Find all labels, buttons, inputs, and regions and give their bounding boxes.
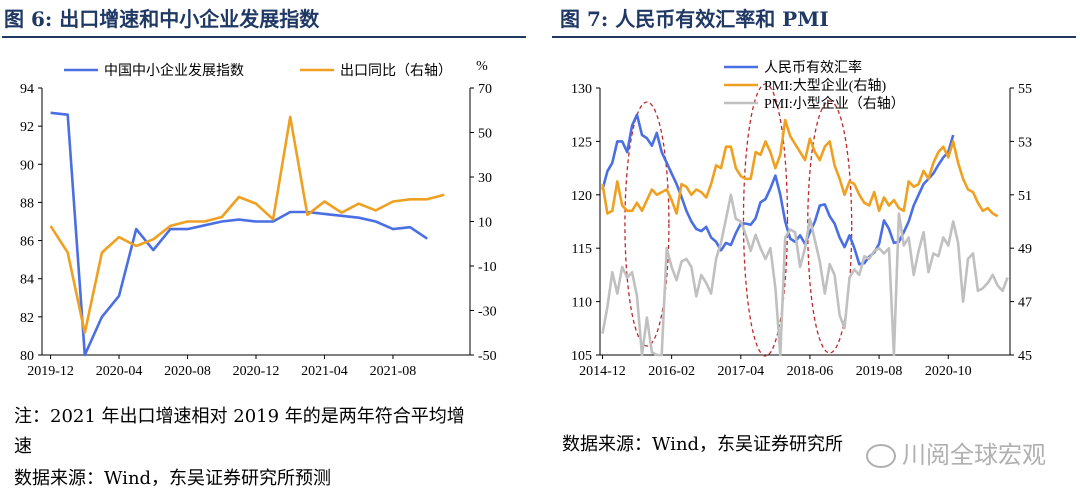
annotation-ellipse [742,83,789,357]
x-tick-label: 2020-08 [164,364,211,379]
watermark-text: 川阅全球宏观 [902,441,1046,469]
series-line-2 [601,193,1009,357]
right-title-rule [552,36,1076,38]
y-left-tick-label: 80 [20,349,34,364]
y-left-tick-label: 115 [572,242,592,257]
x-tick-label: 2019-12 [27,364,74,379]
x-tick-label: 2021-08 [370,364,417,379]
x-tick-label: 2014-12 [579,364,626,379]
y-right-tick-label: 49 [1018,242,1032,257]
y-right-tick-label: 10 [478,216,492,231]
series-line-0 [601,113,955,266]
right-source: 数据来源：Wind，东吴证券研究所 [562,434,844,455]
series-line-1 [601,118,999,218]
legend-label-0: 中国中小企业发展指数 [104,62,244,79]
y-left-tick-label: 88 [20,196,34,211]
y-left-tick-label: 86 [20,235,34,250]
x-tick-label: 2018-06 [787,364,834,379]
y-right-tick-label: 55 [1018,82,1032,97]
left-note-line-1: 注：2021 年出口增速相对 2019 年的是两年符合平均增 [14,406,465,427]
left-panel: 图 6: 出口增速和中小企业发展指数 80 82 84 86 88 90 92 94 -50 -3… [0,0,530,500]
series-line-1 [49,115,445,335]
y-left-tick-label: 90 [20,158,34,173]
wechat-icon [866,444,896,468]
y-left-tick-label: 125 [571,135,592,150]
left-note-line-2: 速 [14,436,32,457]
right-panel-title: 图 7: 人民币有效汇率和 PMI [560,7,829,31]
y-right-tick-label: 45 [1018,349,1032,364]
x-tick-label: 2020-10 [925,364,972,379]
y-right-tick-label: 51 [1018,189,1032,204]
y-left-tick-label: 82 [20,311,34,326]
x-tick-label: 2020-12 [233,364,280,379]
y-right-unit: % [476,59,488,74]
left-source: 数据来源：Wind，东吴证券研究所预测 [14,468,332,489]
series-line-0 [50,111,428,357]
legend-label-1: PMI:大型企业(右轴) [764,77,886,94]
y-right-tick-label: 53 [1018,135,1032,150]
right-panel: 图 7: 人民币有效汇率和 PMI 105 110 115 120 125 130 45 47… [548,0,1080,500]
y-right-tick-label: 30 [478,171,492,186]
x-tick-label: 2021-04 [301,364,348,379]
legend-label-0: 人民币有效汇率 [764,59,862,76]
x-tick-label: 2017-04 [717,364,764,379]
x-tick-label: 2016-02 [648,364,695,379]
legend-label-1: 出口同比（右轴） [340,63,452,79]
x-tick-label: 2019-08 [856,364,903,379]
y-left-tick-label: 94 [20,82,34,97]
right-chart: 105 110 115 120 125 130 45 47 49 51 53 55 2014-12 201… [571,59,1032,379]
legend-label-2: PMI:小型企业（右轴） [764,95,905,112]
y-left-tick-label: 130 [571,82,592,97]
y-right-tick-label: -50 [478,349,497,364]
x-tick-label: 2020-04 [96,364,143,379]
y-right-tick-label: -10 [478,260,497,275]
y-left-tick-label: 120 [571,189,592,204]
watermark: 川阅全球宏观 [866,435,1046,470]
y-left-tick-label: 84 [20,273,34,288]
y-right-tick-label: 50 [478,127,492,142]
y-right-tick-label: 70 [478,82,492,97]
left-chart: 80 82 84 86 88 90 92 94 -50 -30 -10 10 30 50 70% 2019-1… [20,59,497,379]
y-left-tick-label: 92 [20,120,34,135]
y-right-tick-label: -30 [478,305,497,320]
y-left-tick-label: 110 [572,296,592,311]
y-right-tick-label: 47 [1018,296,1032,311]
y-left-tick-label: 105 [571,349,592,364]
left-title-rule [2,36,526,38]
left-panel-title: 图 6: 出口增速和中小企业发展指数 [4,7,320,31]
